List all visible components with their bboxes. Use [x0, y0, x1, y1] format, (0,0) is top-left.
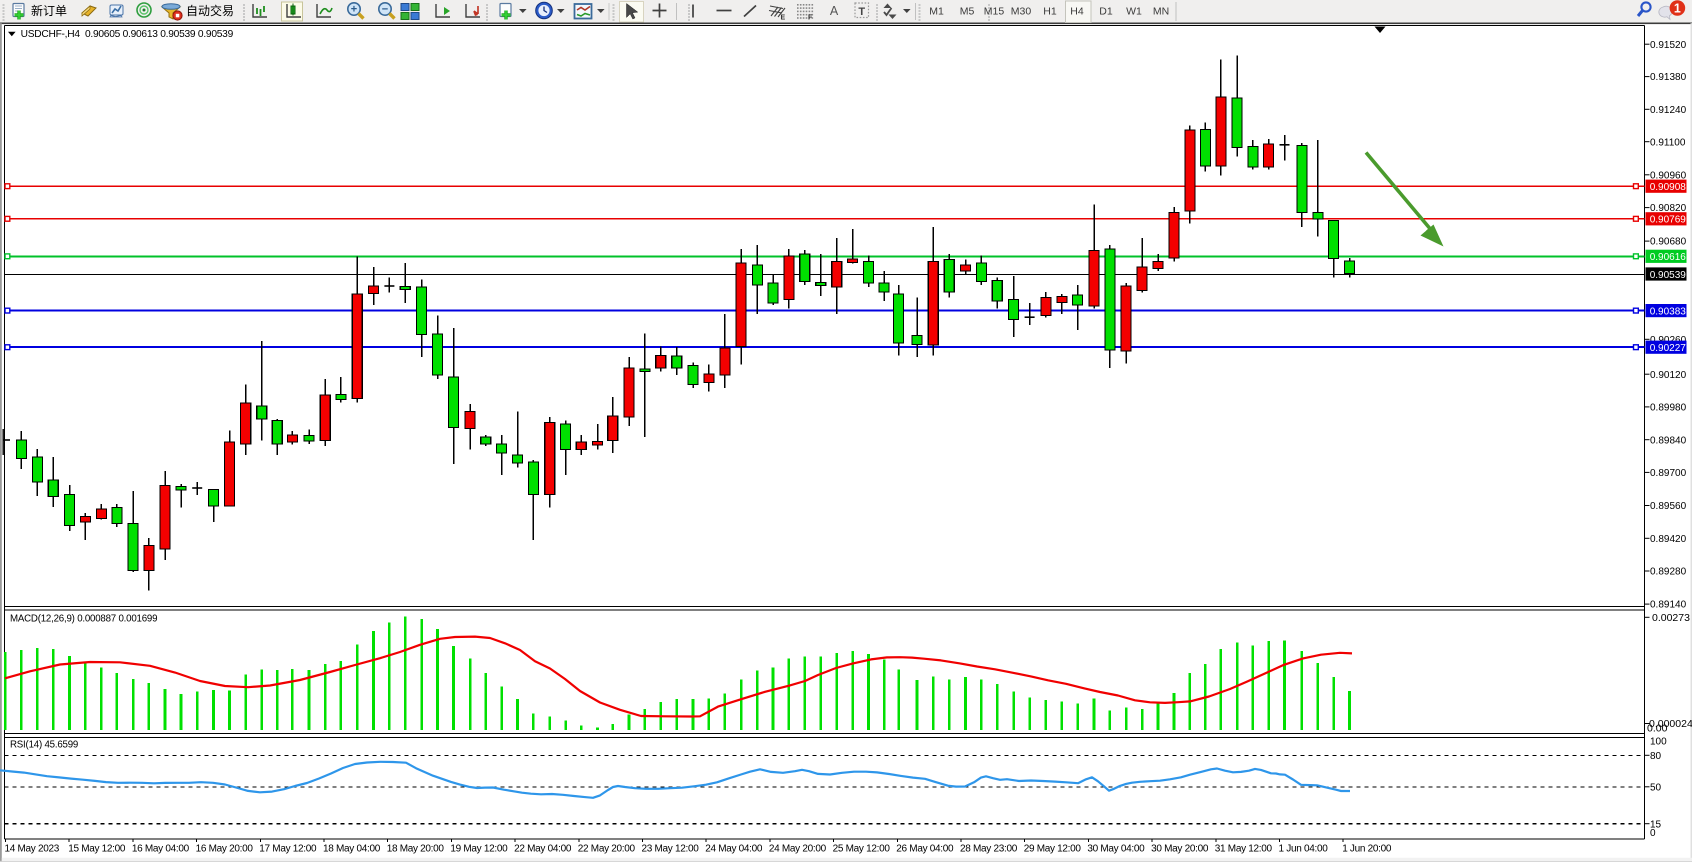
svg-text:0.90616: 0.90616 [1650, 252, 1687, 263]
svg-text:0.89140: 0.89140 [1650, 600, 1687, 611]
svg-text:26 May 04:00: 26 May 04:00 [896, 844, 954, 855]
svg-text:0.90539: 0.90539 [1650, 270, 1687, 281]
svg-text:0.91380: 0.91380 [1650, 72, 1687, 83]
svg-text:RSI(14) 45.6599: RSI(14) 45.6599 [10, 740, 78, 751]
svg-text:30 May 20:00: 30 May 20:00 [1151, 844, 1209, 855]
svg-text:22 May 20:00: 22 May 20:00 [578, 844, 636, 855]
svg-text:18 May 04:00: 18 May 04:00 [323, 844, 381, 855]
svg-text:17 May 12:00: 17 May 12:00 [259, 844, 317, 855]
svg-text:0.00273: 0.00273 [1652, 612, 1690, 624]
svg-text:24 May 04:00: 24 May 04:00 [705, 844, 763, 855]
svg-text:USDCHF-,H4 0.90605 0.90613 0.: USDCHF-,H4 0.90605 0.90613 0.90539 0.905… [21, 29, 234, 40]
svg-text:0.90960: 0.90960 [1650, 170, 1687, 181]
svg-text:15 May 12:00: 15 May 12:00 [68, 844, 126, 855]
svg-text:0.00: 0.00 [1647, 723, 1668, 735]
svg-text:0.000024: 0.000024 [1649, 718, 1692, 730]
svg-text:0: 0 [1650, 828, 1656, 839]
svg-text:0.89280: 0.89280 [1650, 567, 1687, 578]
svg-text:新订单: 新订单 [31, 3, 67, 18]
svg-text:W1: W1 [1126, 6, 1142, 18]
svg-text:100: 100 [1650, 737, 1667, 748]
svg-text:0.89840: 0.89840 [1650, 435, 1687, 446]
svg-text:H1: H1 [1043, 6, 1057, 18]
svg-text:0.90680: 0.90680 [1650, 237, 1687, 248]
svg-text:F: F [808, 15, 813, 22]
svg-text:自动交易: 自动交易 [186, 3, 234, 18]
svg-text:0.90120: 0.90120 [1650, 370, 1687, 381]
svg-text:0.90383: 0.90383 [1650, 306, 1687, 317]
svg-text:28 May 23:00: 28 May 23:00 [960, 844, 1018, 855]
svg-text:1 Jun 04:00: 1 Jun 04:00 [1279, 844, 1329, 855]
svg-text:0.89560: 0.89560 [1650, 501, 1687, 512]
svg-text:18 May 20:00: 18 May 20:00 [387, 844, 445, 855]
svg-text:0.90227: 0.90227 [1650, 343, 1687, 354]
svg-text:M5: M5 [960, 6, 975, 18]
svg-text:14 May 2023: 14 May 2023 [5, 844, 60, 855]
svg-text:D1: D1 [1099, 6, 1113, 18]
svg-text:0.89700: 0.89700 [1650, 468, 1687, 479]
svg-text:0.89420: 0.89420 [1650, 534, 1687, 545]
svg-text:1: 1 [1674, 2, 1681, 16]
svg-text:H4: H4 [1070, 6, 1084, 18]
svg-text:M1: M1 [929, 6, 944, 18]
svg-text:30 May 04:00: 30 May 04:00 [1087, 844, 1145, 855]
svg-text:19 May 12:00: 19 May 12:00 [450, 844, 508, 855]
svg-text:M15: M15 [984, 6, 1005, 18]
svg-text:0.90769: 0.90769 [1650, 215, 1687, 226]
svg-text:0.91100: 0.91100 [1650, 137, 1686, 148]
svg-text:+: + [351, 4, 357, 16]
svg-text:0.91520: 0.91520 [1650, 40, 1687, 51]
svg-text:31 May 12:00: 31 May 12:00 [1215, 844, 1273, 855]
svg-text:16 May 04:00: 16 May 04:00 [132, 844, 190, 855]
svg-text:25 May 12:00: 25 May 12:00 [833, 844, 891, 855]
svg-text:0.89980: 0.89980 [1650, 403, 1687, 414]
svg-text:A: A [830, 4, 839, 18]
svg-text:80: 80 [1650, 751, 1662, 762]
svg-text:0.90260: 0.90260 [1650, 335, 1687, 346]
svg-text:22 May 04:00: 22 May 04:00 [514, 844, 572, 855]
svg-text:MACD(12,26,9) 0.000887 0.00169: MACD(12,26,9) 0.000887 0.001699 [10, 614, 157, 625]
svg-text:23 May 12:00: 23 May 12:00 [642, 844, 700, 855]
svg-text:T: T [858, 6, 865, 18]
svg-text:29 May 12:00: 29 May 12:00 [1024, 844, 1082, 855]
svg-text:1 Jun 20:00: 1 Jun 20:00 [1342, 844, 1392, 855]
svg-text:50: 50 [1650, 782, 1662, 793]
svg-text:E: E [781, 15, 786, 22]
svg-text:−: − [382, 4, 388, 16]
svg-text:24 May 20:00: 24 May 20:00 [769, 844, 827, 855]
svg-text:0.90820: 0.90820 [1650, 203, 1687, 214]
svg-text:0.90908: 0.90908 [1650, 182, 1687, 193]
svg-text:16 May 20:00: 16 May 20:00 [196, 844, 254, 855]
svg-text:M30: M30 [1011, 6, 1032, 18]
svg-text:MN: MN [1153, 6, 1169, 18]
svg-text:0.91240: 0.91240 [1650, 105, 1687, 116]
svg-text:15: 15 [1650, 819, 1662, 830]
